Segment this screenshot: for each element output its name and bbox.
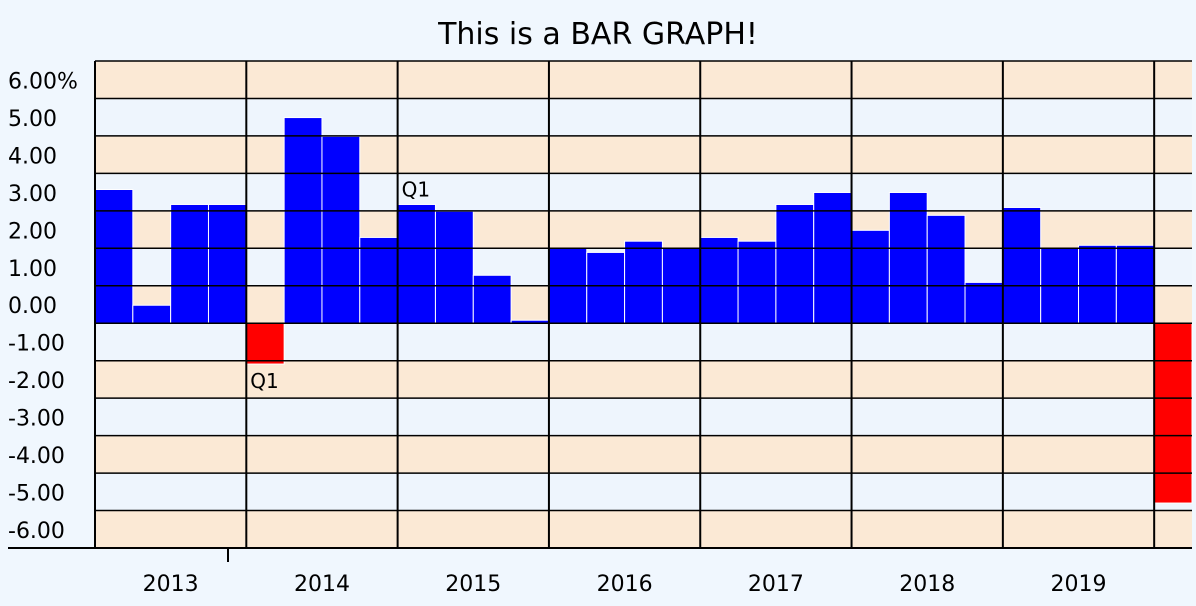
bar — [813, 191, 853, 324]
bar — [245, 322, 285, 365]
y-tick-label: -3.00 — [8, 407, 65, 432]
y-tick-label: 4.00 — [8, 144, 57, 169]
bar — [1002, 206, 1042, 324]
bar — [964, 281, 1004, 324]
bar — [888, 191, 928, 324]
y-tick-label: 3.00 — [8, 182, 57, 207]
chart-title: This is a BAR GRAPH! — [437, 17, 758, 52]
plot-band — [95, 173, 1192, 211]
plot-band — [95, 398, 1192, 436]
bar — [321, 135, 361, 324]
plot-band — [95, 360, 1192, 399]
plot-band — [95, 135, 1192, 174]
y-tick-label: -2.00 — [8, 369, 65, 394]
y-tick-label: -4.00 — [8, 444, 65, 469]
bar — [472, 274, 512, 324]
plot-band — [95, 61, 1192, 99]
y-tick-label: -6.00 — [8, 519, 65, 544]
y-tick-label: 2.00 — [8, 219, 57, 244]
y-tick-label: -1.00 — [8, 332, 65, 357]
bar — [851, 229, 890, 324]
bar — [359, 236, 399, 324]
bar — [397, 203, 436, 324]
x-group-label: 2019 — [1051, 572, 1107, 597]
y-tick-label: -5.00 — [8, 482, 65, 507]
x-group-label: 2018 — [899, 572, 955, 597]
x-group-label: 2016 — [597, 572, 653, 597]
y-tick-label: 5.00 — [8, 107, 57, 132]
bar — [207, 203, 247, 324]
y-tick-label: 6.00% — [8, 69, 78, 94]
bar — [132, 304, 172, 324]
bar — [170, 203, 209, 324]
y-tick-label: 1.00 — [8, 257, 57, 282]
bar-label: Q1 — [250, 369, 278, 393]
bar — [283, 117, 323, 324]
plot-band — [95, 473, 1192, 511]
bar — [94, 188, 134, 324]
y-tick-label: 0.00 — [8, 294, 57, 319]
bar — [434, 210, 474, 324]
bar-label: Q1 — [402, 177, 430, 201]
bar — [586, 251, 626, 324]
bar — [1153, 322, 1193, 504]
bar — [926, 214, 966, 324]
plot-band — [95, 98, 1192, 136]
x-group-label: 2015 — [445, 572, 501, 597]
bar — [737, 240, 777, 324]
plot-band — [95, 435, 1192, 474]
bar — [775, 203, 815, 324]
bar — [1078, 244, 1117, 324]
bar — [699, 236, 739, 324]
bar — [1115, 244, 1155, 324]
x-group-label: 2014 — [294, 572, 350, 597]
x-group-label: 2017 — [748, 572, 804, 597]
x-group-label: 2013 — [143, 572, 199, 597]
plot-band — [95, 510, 1192, 548]
bar — [624, 240, 663, 324]
